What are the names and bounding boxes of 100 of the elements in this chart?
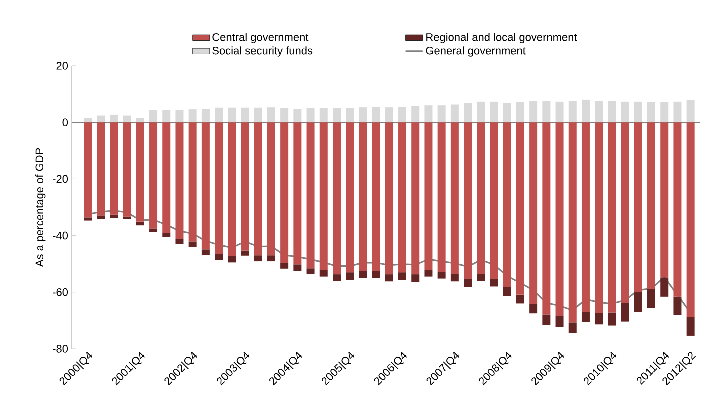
bar <box>556 122 564 316</box>
bar <box>464 122 472 280</box>
bar <box>424 122 433 270</box>
bar <box>385 274 394 282</box>
bar <box>621 303 630 322</box>
bar <box>424 106 433 123</box>
bar <box>280 122 289 264</box>
bar <box>556 102 564 123</box>
bar <box>438 272 446 279</box>
bar <box>674 102 682 123</box>
bar <box>634 102 642 123</box>
bar <box>595 101 604 123</box>
bar <box>660 122 669 278</box>
bar <box>280 263 289 269</box>
bar <box>294 109 302 123</box>
bar <box>568 322 577 334</box>
bar <box>412 122 420 275</box>
bar <box>450 274 459 282</box>
bar <box>424 270 433 277</box>
bar <box>686 100 695 123</box>
bar <box>123 122 132 217</box>
bar <box>372 107 380 123</box>
bar <box>398 122 407 273</box>
bar <box>608 122 616 313</box>
y-tick-label: -40 <box>53 232 68 240</box>
y-tick-label: -20 <box>53 175 68 184</box>
bar <box>582 312 590 322</box>
bar <box>359 271 368 278</box>
bar <box>477 122 486 274</box>
bar <box>438 122 446 272</box>
bar <box>188 110 197 123</box>
bar <box>372 122 380 272</box>
bar <box>621 122 630 304</box>
bar <box>464 279 472 288</box>
bar <box>412 106 420 123</box>
bar <box>595 122 604 314</box>
bar <box>359 122 368 272</box>
bar <box>530 101 538 123</box>
bar <box>110 114 118 123</box>
bar <box>438 106 446 123</box>
bar <box>477 274 486 282</box>
bar <box>346 272 354 280</box>
y-tick-label: -60 <box>53 288 68 296</box>
bar <box>254 256 262 262</box>
bar <box>385 108 394 123</box>
bar <box>228 108 236 123</box>
bar <box>97 122 106 216</box>
bar <box>608 101 616 123</box>
bar <box>542 314 551 326</box>
bar <box>294 264 302 272</box>
bar <box>450 122 459 274</box>
bar <box>398 107 407 123</box>
bar <box>110 214 118 219</box>
bar <box>84 122 92 218</box>
bar <box>162 232 171 238</box>
bar <box>648 122 656 289</box>
bar <box>674 122 682 297</box>
bar <box>634 122 642 292</box>
bar <box>84 218 92 221</box>
legend-label: Social security funds <box>212 46 313 57</box>
bar <box>136 222 144 226</box>
bar <box>215 108 224 123</box>
bar <box>464 103 472 123</box>
bar <box>306 108 315 123</box>
bar <box>188 242 197 248</box>
bar <box>530 122 538 304</box>
bar <box>516 122 524 295</box>
bar <box>503 287 512 296</box>
bar <box>306 122 315 269</box>
bar <box>359 108 368 123</box>
bar <box>150 122 158 229</box>
bar <box>241 108 250 123</box>
bar <box>556 316 564 328</box>
bar <box>110 122 118 215</box>
bar <box>595 313 604 325</box>
bar <box>477 102 486 123</box>
y-axis-title: As a percentage of GDP <box>35 148 46 268</box>
bar <box>176 239 184 244</box>
bar <box>412 274 420 282</box>
bar <box>516 102 524 123</box>
bar <box>150 110 158 123</box>
y-tick-label: 0 <box>62 118 68 126</box>
bar <box>674 296 682 316</box>
bar <box>176 110 184 123</box>
bar <box>228 256 236 263</box>
bar <box>150 228 158 232</box>
bar <box>608 312 616 326</box>
bar <box>648 102 656 123</box>
bar <box>136 122 144 222</box>
bar <box>503 103 512 123</box>
y-tick-label: -80 <box>53 345 68 353</box>
bar <box>215 254 224 260</box>
bar <box>686 317 695 336</box>
bar <box>542 101 551 123</box>
bar <box>254 108 262 123</box>
bar <box>215 122 224 254</box>
bar <box>332 274 341 282</box>
bar <box>294 122 302 265</box>
bar <box>516 294 524 304</box>
bar <box>385 122 394 275</box>
